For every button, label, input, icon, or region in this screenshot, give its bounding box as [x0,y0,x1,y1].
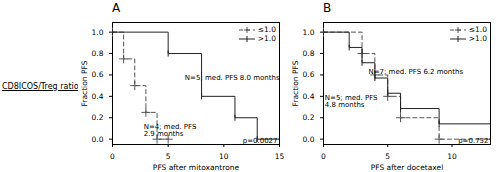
html-text:A: A [112,1,121,15]
svg-text:0.2: 0.2 [303,113,315,122]
svg-text:0: 0 [321,152,326,161]
svg-text:0.0: 0.0 [92,135,104,144]
svg-text:p=0.752: p=0.752 [458,137,488,145]
svg-text:10: 10 [447,152,457,161]
svg-text:PFS after docetaxel: PFS after docetaxel [371,163,444,172]
svg-text:15: 15 [275,152,285,161]
html-text:>1.0: >1.0 [468,34,487,43]
svg-text:0.4: 0.4 [303,92,315,101]
svg-text:Fraction PFS: Fraction PFS [80,60,89,106]
html-text:B: B [323,1,332,15]
svg-text:0.6: 0.6 [92,70,104,79]
svg-text:5: 5 [385,152,390,161]
html-text:≤1.0: ≤1.0 [257,25,276,34]
svg-text:1.0: 1.0 [92,28,104,37]
svg-text:1.0: 1.0 [303,28,315,37]
svg-text:0.6: 0.6 [303,70,315,79]
svg-text:N=5; med. PFS 8.0 months: N=5; med. PFS 8.0 months [185,74,280,82]
svg-text:0.0: 0.0 [303,135,315,144]
svg-text:0.8: 0.8 [92,49,104,58]
svg-text:0.8: 0.8 [303,49,315,58]
html-text:≤1.0: ≤1.0 [468,25,487,34]
html-text:CD8ICOS/Treg ratio: CD8ICOS/Treg ratio [2,81,79,91]
svg-text:Fraction PFS: Fraction PFS [291,60,300,106]
svg-text:PFS after mitoxantrone: PFS after mitoxantrone [153,163,240,172]
html-text:>1.0: >1.0 [257,34,276,43]
svg-text:0: 0 [110,152,115,161]
svg-text:0.4: 0.4 [92,92,104,101]
svg-text:10: 10 [219,152,229,161]
svg-text:N=7; med. PFS 6.2 months: N=7; med. PFS 6.2 months [368,68,463,76]
svg-text:0.2: 0.2 [92,113,104,122]
svg-text:p=0.0027: p=0.0027 [243,137,278,145]
svg-text:N=5; med. PFS4.8 months: N=5; med. PFS4.8 months [325,94,378,109]
svg-text:5: 5 [166,152,171,161]
svg-text:N=4; med. PFS2.9 months: N=4; med. PFS2.9 months [144,123,197,138]
